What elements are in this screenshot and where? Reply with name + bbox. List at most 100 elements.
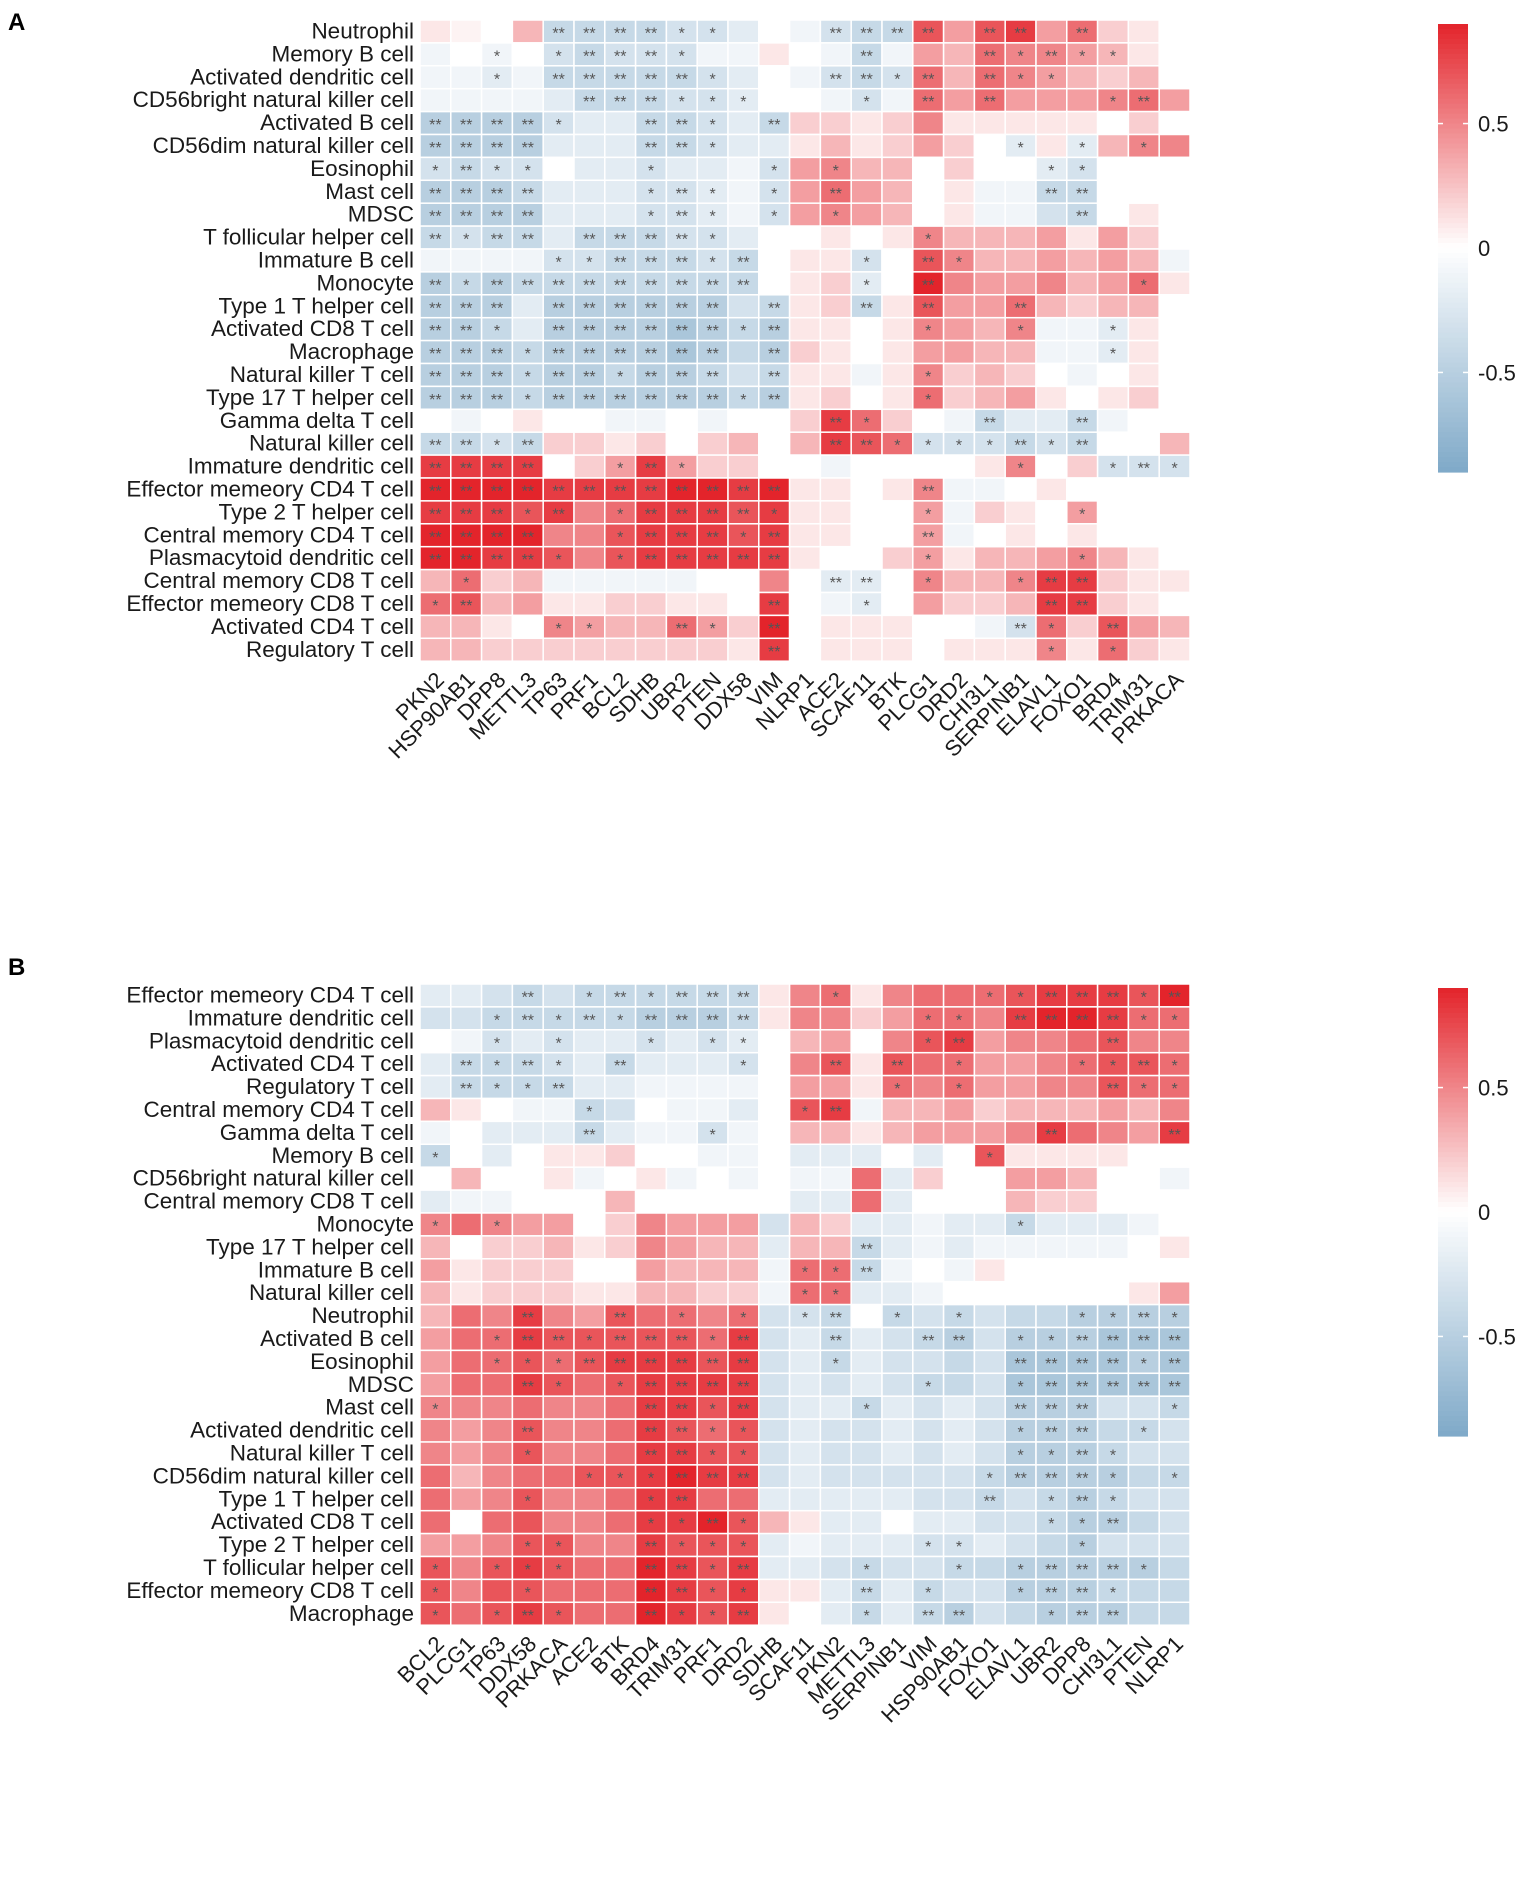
- heatmap-cell: [1066, 1235, 1099, 1260]
- heatmap-cell: [634, 431, 668, 456]
- significance-label: *: [617, 1012, 623, 1029]
- significance-label: *: [925, 438, 931, 455]
- heatmap-cell: [696, 637, 729, 662]
- heatmap-cell: [788, 477, 822, 502]
- significance-label: *: [1048, 1608, 1054, 1625]
- heatmap-cell: [850, 614, 883, 640]
- significance-label: **: [737, 1470, 749, 1487]
- significance-label: *: [1017, 323, 1023, 340]
- significance-label: **: [491, 392, 503, 409]
- colorbar-step: [1438, 1202, 1468, 1208]
- heatmap-cell: [1127, 1601, 1160, 1626]
- significance-label: *: [1079, 140, 1085, 157]
- significance-label: *: [1171, 1470, 1177, 1487]
- heatmap-cell: [758, 225, 791, 250]
- significance-label: **: [645, 1608, 657, 1625]
- heatmap-cell: [1035, 1303, 1068, 1329]
- heatmap-cell: [850, 523, 883, 548]
- heatmap-cell: [450, 1372, 483, 1397]
- colorbar-step: [1438, 223, 1468, 229]
- heatmap-cell: [973, 1326, 1006, 1352]
- significance-label: **: [429, 323, 441, 340]
- heatmap-cell: [973, 110, 1006, 136]
- heatmap-cell: [727, 362, 760, 388]
- significance-label: **: [1014, 1356, 1026, 1373]
- heatmap-cell: [1127, 1487, 1160, 1512]
- heatmap-cell: [1096, 1235, 1130, 1260]
- colorbar-step: [1438, 1256, 1468, 1263]
- heatmap-cell: [819, 500, 852, 525]
- colorbar-step: [1438, 1197, 1468, 1203]
- colorbar-step: [1438, 1381, 1468, 1387]
- colorbar-tick-label: 0.5: [1478, 112, 1509, 137]
- colorbar-step: [1438, 1177, 1468, 1183]
- significance-label: *: [494, 1058, 500, 1075]
- significance-label: **: [429, 483, 441, 500]
- heatmap-cell: [1035, 202, 1068, 227]
- heatmap-cell: [511, 1097, 544, 1123]
- heatmap-cell: [912, 1189, 945, 1214]
- heatmap-cell: [419, 1097, 452, 1123]
- row-label: Immature B cell: [258, 247, 414, 272]
- heatmap-cell: [511, 19, 544, 44]
- row-label: Neutrophil: [311, 18, 414, 43]
- significance-label: **: [676, 323, 688, 340]
- heatmap-cell: [1158, 477, 1191, 502]
- colorbar-step: [1438, 178, 1468, 184]
- heatmap-cell: [912, 110, 945, 136]
- heatmap-cell: [788, 431, 822, 456]
- significance-label: **: [583, 277, 595, 294]
- colorbar-step: [1438, 1187, 1468, 1193]
- heatmap-cell: [1066, 1143, 1099, 1168]
- heatmap-cell: [788, 614, 822, 640]
- colorbar-step: [1438, 233, 1468, 239]
- significance-label: *: [863, 1402, 869, 1419]
- heatmap-cell: [758, 87, 791, 113]
- heatmap-cell: [450, 1418, 483, 1443]
- significance-label: **: [583, 25, 595, 42]
- colorbar-step: [1438, 412, 1468, 418]
- heatmap-cell: [850, 110, 883, 136]
- heatmap-cell: [480, 637, 514, 662]
- row-label: Effector memeory CD8 T cell: [126, 1578, 414, 1603]
- heatmap-cell: [1158, 545, 1191, 571]
- heatmap-cell: [973, 294, 1006, 319]
- heatmap-cell: [450, 1258, 483, 1283]
- colorbar-step: [1438, 432, 1468, 438]
- heatmap-cell: [634, 637, 668, 662]
- heatmap-cell: [511, 408, 544, 433]
- heatmap-cell: [788, 1120, 822, 1146]
- heatmap-cell: [850, 1051, 883, 1077]
- significance-label: *: [1017, 1447, 1023, 1464]
- heatmap-cell: [634, 408, 668, 433]
- heatmap-cell: [788, 225, 822, 250]
- colorbar-step: [1438, 1221, 1468, 1228]
- heatmap-cell: [973, 614, 1006, 640]
- heatmap-cell: [604, 1509, 637, 1535]
- significance-label: **: [737, 1333, 749, 1350]
- significance-label: **: [1076, 575, 1088, 592]
- significance-label: **: [676, 277, 688, 294]
- colorbar-step: [1438, 307, 1468, 314]
- heatmap-cell: [758, 1074, 791, 1100]
- significance-label: **: [1138, 1310, 1150, 1327]
- row-label: Central memory CD8 T cell: [144, 568, 415, 593]
- heatmap-cell: [1127, 110, 1160, 136]
- colorbar-step: [1438, 1326, 1468, 1333]
- significance-label: **: [583, 392, 595, 409]
- colorbar-step: [1438, 88, 1468, 95]
- heatmap-cell: [912, 202, 945, 227]
- significance-label: *: [1171, 1081, 1177, 1098]
- heatmap-cell: [973, 477, 1006, 502]
- heatmap-cell: [696, 1166, 729, 1191]
- row-label: Effector memeory CD8 T cell: [126, 591, 414, 616]
- heatmap-cell: [973, 1280, 1006, 1306]
- significance-label: *: [494, 1012, 500, 1029]
- significance-label: *: [1171, 1012, 1177, 1029]
- heatmap-cell: [881, 1464, 914, 1489]
- heatmap-cell: [1127, 500, 1160, 525]
- heatmap-cell: [850, 1487, 883, 1512]
- significance-label: **: [1045, 1425, 1057, 1442]
- heatmap-cell: [1096, 294, 1130, 319]
